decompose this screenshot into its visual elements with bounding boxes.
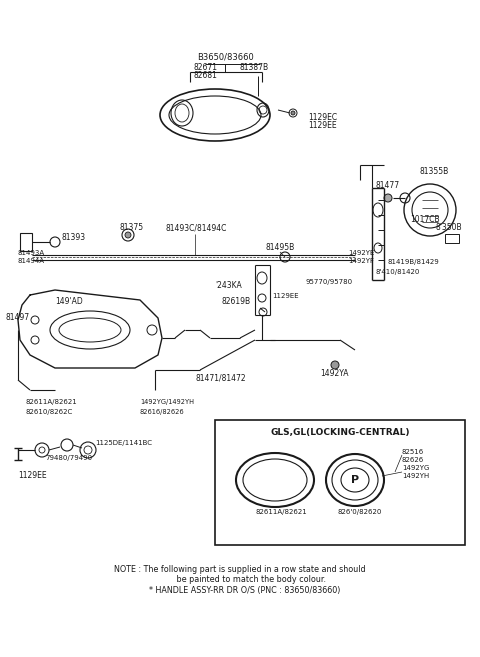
Circle shape — [331, 361, 339, 369]
Text: 95770/95780: 95770/95780 — [305, 279, 352, 285]
Text: 82671: 82671 — [193, 64, 217, 72]
Text: 82611A/82621: 82611A/82621 — [25, 399, 77, 405]
Text: NOTE : The following part is supplied in a row state and should: NOTE : The following part is supplied in… — [114, 565, 366, 574]
Text: 8'410/81420: 8'410/81420 — [375, 269, 420, 275]
Text: P: P — [351, 475, 359, 485]
Text: 1492YA: 1492YA — [320, 369, 348, 378]
Text: 81493A: 81493A — [18, 250, 45, 256]
Text: 1129EE: 1129EE — [18, 470, 47, 480]
Text: 81494A: 81494A — [18, 258, 45, 264]
Text: 82626: 82626 — [402, 457, 424, 463]
Text: * HANDLE ASSY-RR DR O/S (PNC : 83650/83660): * HANDLE ASSY-RR DR O/S (PNC : 83650/836… — [139, 586, 341, 595]
Text: 82610/8262C: 82610/8262C — [25, 409, 72, 415]
Text: 82516: 82516 — [402, 449, 424, 455]
Circle shape — [291, 111, 295, 115]
Text: 81355B: 81355B — [420, 168, 449, 177]
Text: 8'350B: 8'350B — [435, 223, 462, 233]
Text: 149'AD: 149'AD — [55, 298, 83, 307]
Text: 1125DE/1141BC: 1125DE/1141BC — [95, 440, 152, 446]
Text: GLS,GL(LOCKING-CENTRAL): GLS,GL(LOCKING-CENTRAL) — [270, 428, 410, 436]
Text: 826'0/82620: 826'0/82620 — [338, 509, 383, 515]
Text: 1129EE: 1129EE — [272, 293, 299, 299]
Text: 1017CB: 1017CB — [410, 215, 440, 225]
Text: '243KA: '243KA — [215, 281, 242, 290]
Text: 81393: 81393 — [62, 233, 86, 242]
Circle shape — [384, 194, 392, 202]
Text: 81477: 81477 — [375, 181, 399, 189]
Text: B3650/83660: B3650/83660 — [197, 53, 253, 62]
Text: 81497: 81497 — [6, 313, 30, 323]
Circle shape — [125, 232, 131, 238]
Text: 81493C/81494C: 81493C/81494C — [165, 223, 227, 233]
Text: 81375: 81375 — [120, 223, 144, 233]
Text: 81471/81472: 81471/81472 — [195, 373, 246, 382]
Text: 82611A/82621: 82611A/82621 — [255, 509, 307, 515]
Text: 1129EC: 1129EC — [308, 114, 337, 122]
Text: 1492YH: 1492YH — [402, 473, 429, 479]
Text: 82616/82626: 82616/82626 — [140, 409, 185, 415]
Bar — [215, 420, 465, 545]
Text: be painted to match the body colour.: be painted to match the body colour. — [154, 575, 326, 584]
Text: 79480/79490: 79480/79490 — [45, 455, 92, 461]
Text: 1492YF: 1492YF — [348, 258, 374, 264]
Text: 1492YG/1492YH: 1492YG/1492YH — [140, 399, 194, 405]
Bar — [445, 234, 459, 243]
Text: 81387B: 81387B — [240, 64, 269, 72]
Text: 1129EE: 1129EE — [308, 122, 336, 131]
Text: 82619B: 82619B — [222, 298, 251, 307]
Text: 81495B: 81495B — [265, 242, 294, 252]
Text: 82681: 82681 — [193, 72, 217, 81]
Text: 1492YE: 1492YE — [348, 250, 374, 256]
Text: 1492YG: 1492YG — [402, 465, 430, 471]
Text: 81419B/81429: 81419B/81429 — [388, 259, 440, 265]
Bar — [20, 233, 32, 251]
